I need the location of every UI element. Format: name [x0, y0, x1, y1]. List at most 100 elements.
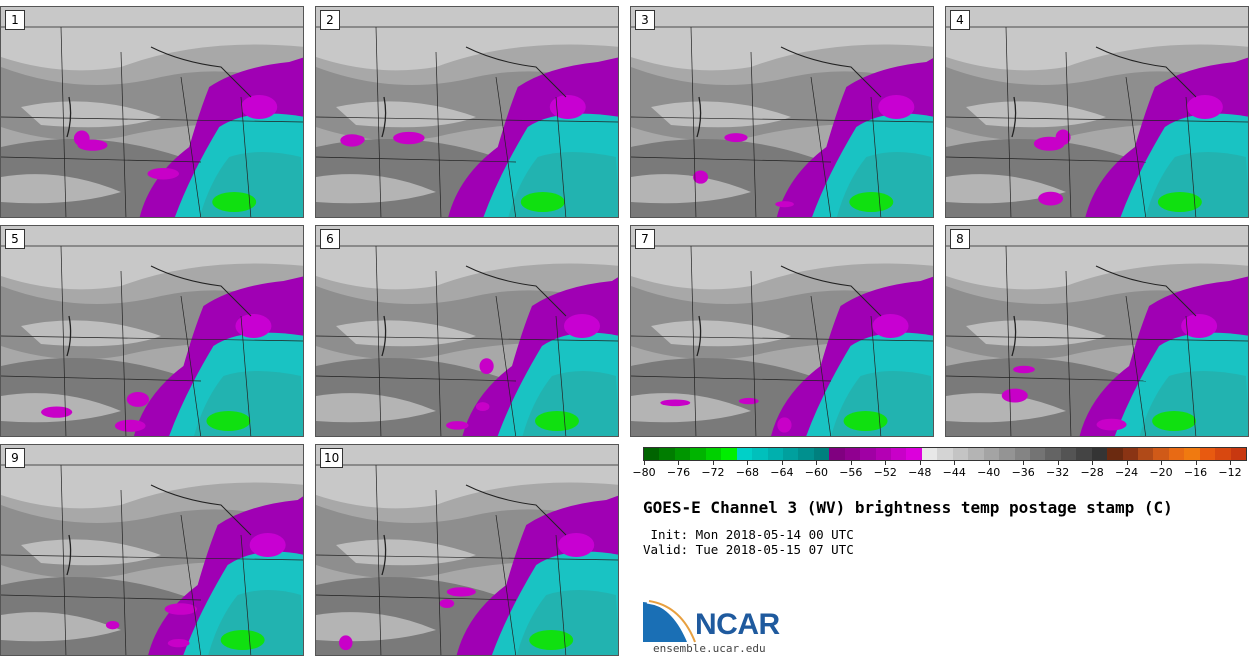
colorbar-segment [644, 448, 660, 460]
stamp-panel-10: 10 [315, 444, 619, 656]
wv-brightness-map [316, 7, 618, 217]
wv-brightness-map [316, 445, 618, 655]
colorbar-segment [1215, 448, 1231, 460]
panel-label: 7 [635, 229, 655, 249]
panel-label: 4 [950, 10, 970, 30]
colorbar-segment [1107, 448, 1123, 460]
colorbar-tick-mark [712, 461, 714, 465]
wv-brightness-map [946, 226, 1248, 436]
colorbar [643, 447, 1247, 461]
stamp-panel-9: 9 [0, 444, 304, 656]
colorbar-segment [782, 448, 799, 460]
colorbar-tick-label: −32 [1046, 466, 1070, 479]
colorbar-segment [1138, 448, 1154, 460]
stamp-panel-4: 4 [945, 6, 1249, 218]
colorbar-tick-mark [1092, 461, 1094, 465]
colorbar-tick-label: −76 [666, 466, 691, 479]
panel-label: 2 [320, 10, 340, 30]
colorbar-segment [767, 448, 783, 460]
colorbar-segment [752, 448, 768, 460]
colorbar-segment [921, 448, 938, 460]
colorbar-tick-mark [885, 461, 887, 465]
colorbar-tick-mark [954, 461, 956, 465]
colorbar-segment [659, 448, 675, 460]
colorbar-tick-mark [1230, 461, 1231, 465]
colorbar-tick-mark [816, 461, 818, 465]
colorbar-tick-mark [781, 461, 783, 465]
colorbar-tick-label: −24 [1114, 466, 1139, 479]
colorbar-tick-label: −20 [1149, 466, 1173, 479]
page-title: GOES-E Channel 3 (WV) brightness temp po… [643, 498, 1173, 517]
wv-brightness-map [1, 445, 303, 655]
colorbar-segment [952, 448, 969, 460]
logo-wordmark: NCAR [695, 608, 780, 641]
colorbar-segment [1029, 448, 1046, 460]
colorbar-segment [875, 448, 891, 460]
wv-brightness-map [631, 226, 933, 436]
panel-label: 1 [5, 10, 25, 30]
panel-label: 5 [5, 229, 25, 249]
colorbar-tick-label: −80 [632, 466, 656, 479]
colorbar-tick-label: −40 [977, 466, 1001, 479]
colorbar-tick-label: −68 [735, 466, 760, 479]
colorbar-tick-mark [1057, 461, 1059, 465]
colorbar-tick-label: −12 [1218, 466, 1242, 479]
colorbar-tick-label: −72 [701, 466, 725, 479]
colorbar-segment [891, 448, 907, 460]
colorbar-segment [1184, 448, 1200, 460]
colorbar-segment [844, 448, 861, 460]
stamp-panel-2: 2 [315, 6, 619, 218]
panel-label: 10 [320, 448, 344, 468]
colorbar-segment [1199, 448, 1216, 460]
colorbar-segment [813, 448, 830, 460]
colorbar-tick-label: −52 [873, 466, 897, 479]
colorbar-tick-label: −48 [908, 466, 932, 479]
colorbar-ticks: −80 −76 −72 −68 −64 −60 −56 −52 −48 −44 −40 −36 −32−… [632, 461, 1247, 481]
wv-brightness-map [316, 226, 618, 436]
wv-brightness-map [631, 7, 933, 217]
stamp-panel-5: 5 [0, 225, 304, 437]
colorbar-tick-mark [1126, 461, 1128, 465]
colorbar-tick-label: −28 [1080, 466, 1104, 479]
colorbar-segment [968, 448, 984, 460]
colorbar-segment [674, 448, 691, 460]
colorbar-segment [937, 448, 953, 460]
colorbar-tick-label: −56 [839, 466, 863, 479]
stamp-panel-6: 6 [315, 225, 619, 437]
colorbar-segment [1230, 448, 1247, 460]
colorbar-tick-mark [988, 461, 990, 465]
colorbar-tick-mark [1161, 461, 1163, 465]
colorbar-segment [1168, 448, 1185, 460]
init-time: Init: Mon 2018-05-14 00 UTC [643, 527, 854, 542]
panel-label: 8 [950, 229, 970, 249]
ncar-logo-icon [643, 600, 696, 643]
colorbar-tick-label: −36 [1011, 466, 1035, 479]
logo-url: ensemble.ucar.edu [653, 642, 766, 655]
panel-label: 6 [320, 229, 340, 249]
wv-brightness-map [1, 226, 303, 436]
colorbar-tick-label: −60 [804, 466, 828, 479]
wv-brightness-map [1, 7, 303, 217]
colorbar-segment [1060, 448, 1077, 460]
colorbar-tick-mark [747, 461, 749, 465]
panel-label: 9 [5, 448, 25, 468]
colorbar-segment [736, 448, 753, 460]
colorbar-segment [829, 448, 845, 460]
colorbar-tick-mark [678, 461, 680, 465]
colorbar-segment [906, 448, 922, 460]
colorbar-segment [1045, 448, 1061, 460]
colorbar-tick-label: −44 [942, 466, 966, 479]
colorbar-tick-label: −64 [770, 466, 794, 479]
wv-brightness-map [946, 7, 1248, 217]
stamp-panel-8: 8 [945, 225, 1249, 437]
colorbar-segment [1014, 448, 1030, 460]
colorbar-segment [1153, 448, 1169, 460]
colorbar-segment [860, 448, 876, 460]
colorbar-tick-label: −16 [1183, 466, 1208, 479]
colorbar-segment [798, 448, 814, 460]
colorbar-segment [999, 448, 1015, 460]
colorbar-segment [983, 448, 1000, 460]
colorbar-segment [721, 448, 737, 460]
stamp-panel-1: 1 [0, 6, 304, 218]
colorbar-tick-mark [1023, 461, 1025, 465]
